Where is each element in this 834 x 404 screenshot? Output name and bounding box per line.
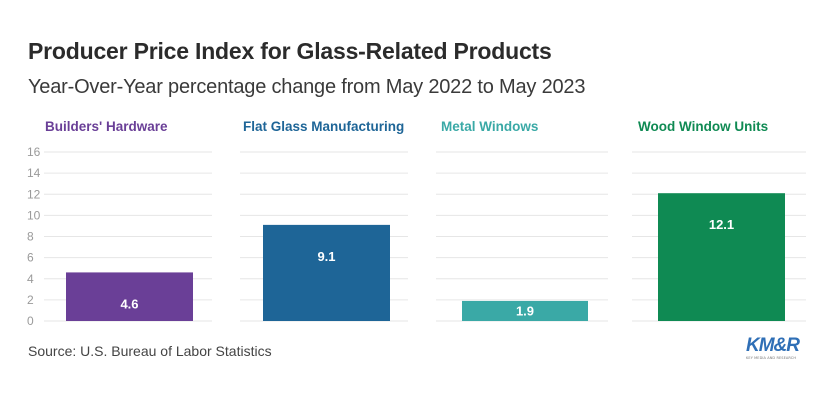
category-label: Metal Windows (441, 119, 538, 134)
y-tick-label: 8 (27, 230, 34, 244)
category-label: Flat Glass Manufacturing (243, 119, 404, 134)
bar (658, 193, 785, 321)
chart-title: Producer Price Index for Glass-Related P… (28, 38, 552, 64)
kmr-logo: KM&R KEY MEDIA AND RESEARCH (746, 336, 810, 360)
category-label: Builders' Hardware (45, 119, 168, 134)
data-label: 4.6 (120, 296, 138, 311)
logo-mark: KM&R (746, 335, 800, 356)
bar (263, 224, 390, 321)
y-tick-label: 0 (27, 314, 34, 328)
data-label: 9.1 (317, 249, 335, 264)
y-tick-label: 12 (27, 187, 41, 201)
category-label: Wood Window Units (638, 119, 768, 134)
data-label: 1.9 (516, 303, 534, 318)
bar (462, 300, 588, 321)
chart-subtitle: Year-Over-Year percentage change from Ma… (28, 76, 586, 98)
y-tick-label: 16 (27, 145, 41, 159)
y-tick-label: 2 (27, 293, 34, 307)
source-note: Source: U.S. Bureau of Labor Statistics (28, 343, 272, 359)
y-tick-label: 14 (27, 166, 41, 180)
data-label: 12.1 (709, 217, 734, 232)
y-tick-label: 10 (27, 208, 41, 222)
bar (66, 272, 193, 321)
y-tick-label: 6 (27, 251, 34, 265)
y-tick-label: 4 (27, 272, 34, 286)
logo-tagline: KEY MEDIA AND RESEARCH (746, 356, 797, 360)
